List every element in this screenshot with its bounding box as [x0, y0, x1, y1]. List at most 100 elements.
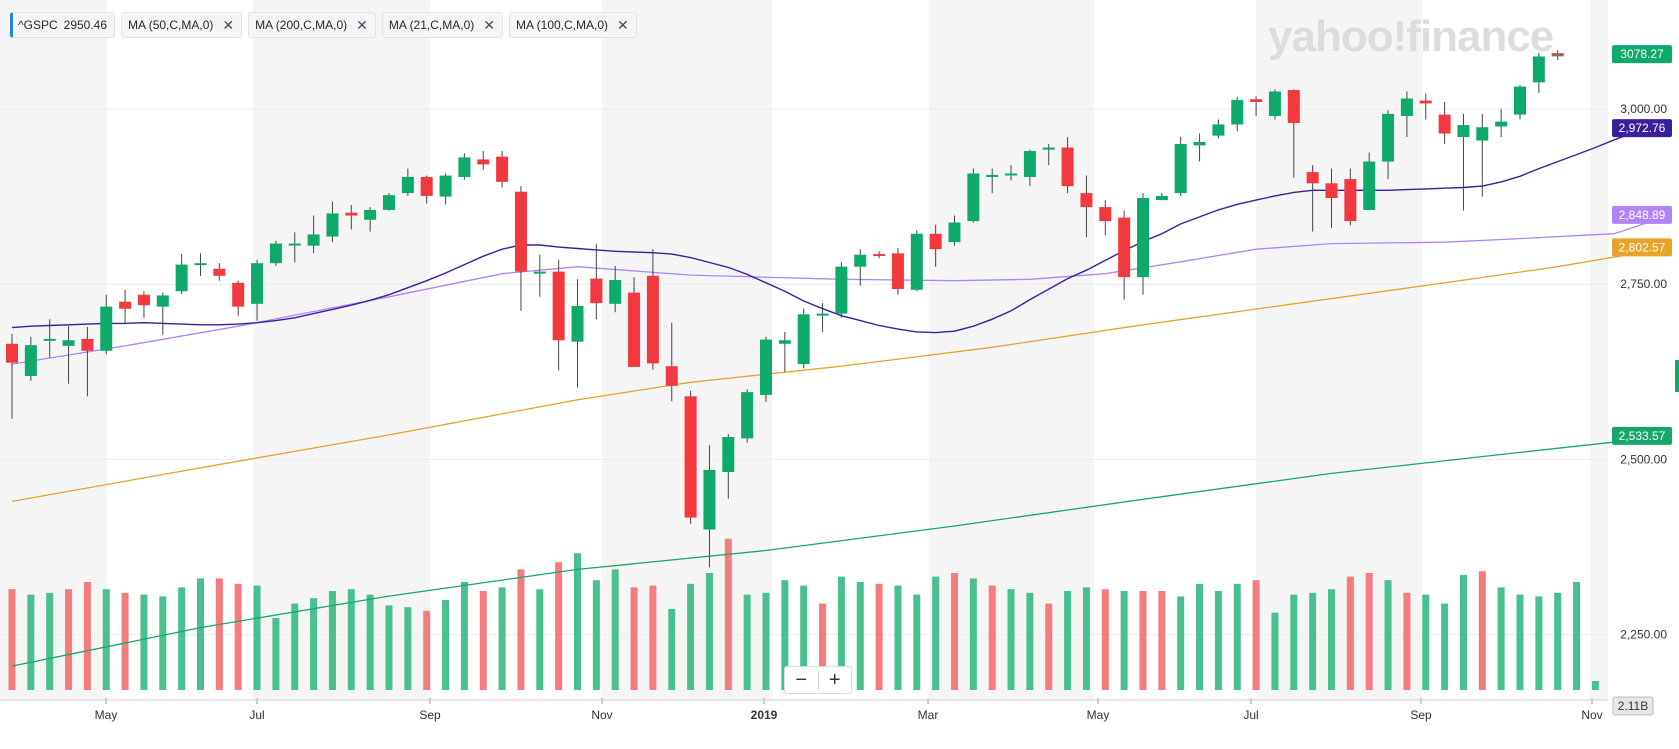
candle [1325, 168, 1338, 229]
candle [1137, 193, 1149, 295]
candle [420, 175, 433, 204]
candle [1193, 133, 1206, 162]
volume-bar [197, 578, 204, 690]
volume-bar [423, 610, 431, 690]
candle [703, 445, 716, 568]
candle-body [1438, 114, 1451, 134]
volume-bar [1346, 576, 1354, 690]
candle [1438, 101, 1451, 145]
volume-bar [555, 562, 563, 690]
candle [628, 277, 641, 367]
volume-bar [310, 598, 318, 690]
symbol-value: 2950.46 [63, 18, 108, 32]
candle [156, 292, 169, 335]
symbol-chip[interactable]: ^GSPC 2950.46 [10, 12, 116, 38]
candle-body [1514, 86, 1526, 115]
volume-bar [800, 585, 808, 690]
candle-body [703, 469, 716, 530]
candle-body [1042, 147, 1055, 150]
close-icon[interactable]: ✕ [222, 17, 235, 33]
candle-body [43, 338, 56, 341]
candle [62, 326, 75, 384]
candle-body [1005, 173, 1018, 176]
ma100-line [11, 246, 1671, 503]
volume-bar [1233, 583, 1241, 690]
candle [1061, 137, 1074, 194]
volume-bar [1459, 574, 1467, 690]
volume-bar [668, 609, 676, 690]
volume-bar [1478, 571, 1486, 690]
candle-body [458, 157, 471, 177]
candle [194, 253, 207, 276]
volume-bar [253, 585, 261, 690]
candle [873, 251, 886, 259]
volume-bar [347, 589, 355, 690]
x-tick-label: Sep [1410, 708, 1432, 722]
study-chip-ma100[interactable]: MA (100,C,MA,0) ✕ [508, 12, 637, 38]
volume-bar [649, 585, 657, 690]
volume-bar [65, 589, 73, 690]
candle [741, 389, 754, 443]
candle [43, 319, 56, 358]
candle-body [1155, 195, 1168, 201]
zoom-in-button[interactable]: + [828, 669, 841, 691]
candle-body [986, 174, 999, 177]
study-chip-ma50[interactable]: MA (50,C,MA,0) ✕ [121, 12, 243, 38]
candle-body [797, 314, 810, 365]
volume-bar [140, 594, 148, 690]
candle-body [1193, 141, 1206, 146]
candle [1457, 113, 1470, 211]
scroll-handle [1675, 360, 1679, 392]
volume-bar [1441, 603, 1449, 690]
candle-body [910, 233, 923, 290]
candle [81, 326, 94, 397]
candle-body [326, 213, 339, 237]
candle [1495, 109, 1508, 138]
volume-bar [630, 587, 638, 690]
volume-bar [1196, 583, 1204, 690]
volume-bar [969, 578, 977, 690]
price-tag: 2,802.57 [1612, 238, 1672, 257]
study-chip-ma200[interactable]: MA (200,C,MA,0) ✕ [248, 12, 376, 38]
candle-body [307, 234, 320, 246]
candle-body [854, 254, 867, 267]
candle [137, 291, 150, 318]
yahoo-finance-logo: yahoo!finance [1268, 12, 1554, 61]
period-band [1256, 0, 1422, 700]
price-tag-label: 2,802.57 [1619, 240, 1666, 254]
close-icon[interactable]: ✕ [483, 17, 495, 33]
candle-body [24, 345, 37, 377]
candle-body [1023, 151, 1036, 177]
candle-body [345, 212, 358, 216]
candle [477, 151, 490, 170]
volume-bar [1309, 592, 1317, 690]
price-tag-box [1612, 45, 1672, 64]
candle-body [967, 173, 980, 222]
zoom-out-button[interactable]: − [795, 669, 808, 691]
candle-body [628, 292, 641, 367]
x-tick-label: Nov [591, 708, 612, 722]
y-tick-label: 2,500.00 [1620, 452, 1667, 466]
volume-bar [762, 592, 770, 690]
candle [1118, 210, 1131, 300]
candle [533, 254, 546, 297]
candle [1419, 93, 1432, 120]
symbol-label: ^GSPC [18, 18, 58, 32]
candle [665, 322, 678, 402]
volume-tag-box [1612, 696, 1654, 716]
volume-bar [1384, 580, 1392, 690]
close-icon[interactable]: ✕ [617, 17, 629, 33]
volume-bar [1064, 591, 1072, 690]
study-chip-ma21[interactable]: MA (21,C,MA,0) ✕ [381, 12, 503, 38]
candle-body [62, 340, 75, 346]
candle-body [1363, 161, 1376, 210]
period-bands [0, 0, 1608, 700]
volume-bar [27, 594, 35, 690]
candle-body [420, 176, 433, 196]
candle-body [533, 271, 546, 274]
volume-bar [215, 578, 223, 690]
close-icon[interactable]: ✕ [356, 17, 368, 33]
x-tick-label: Mar [918, 708, 939, 722]
candle [1306, 165, 1319, 232]
